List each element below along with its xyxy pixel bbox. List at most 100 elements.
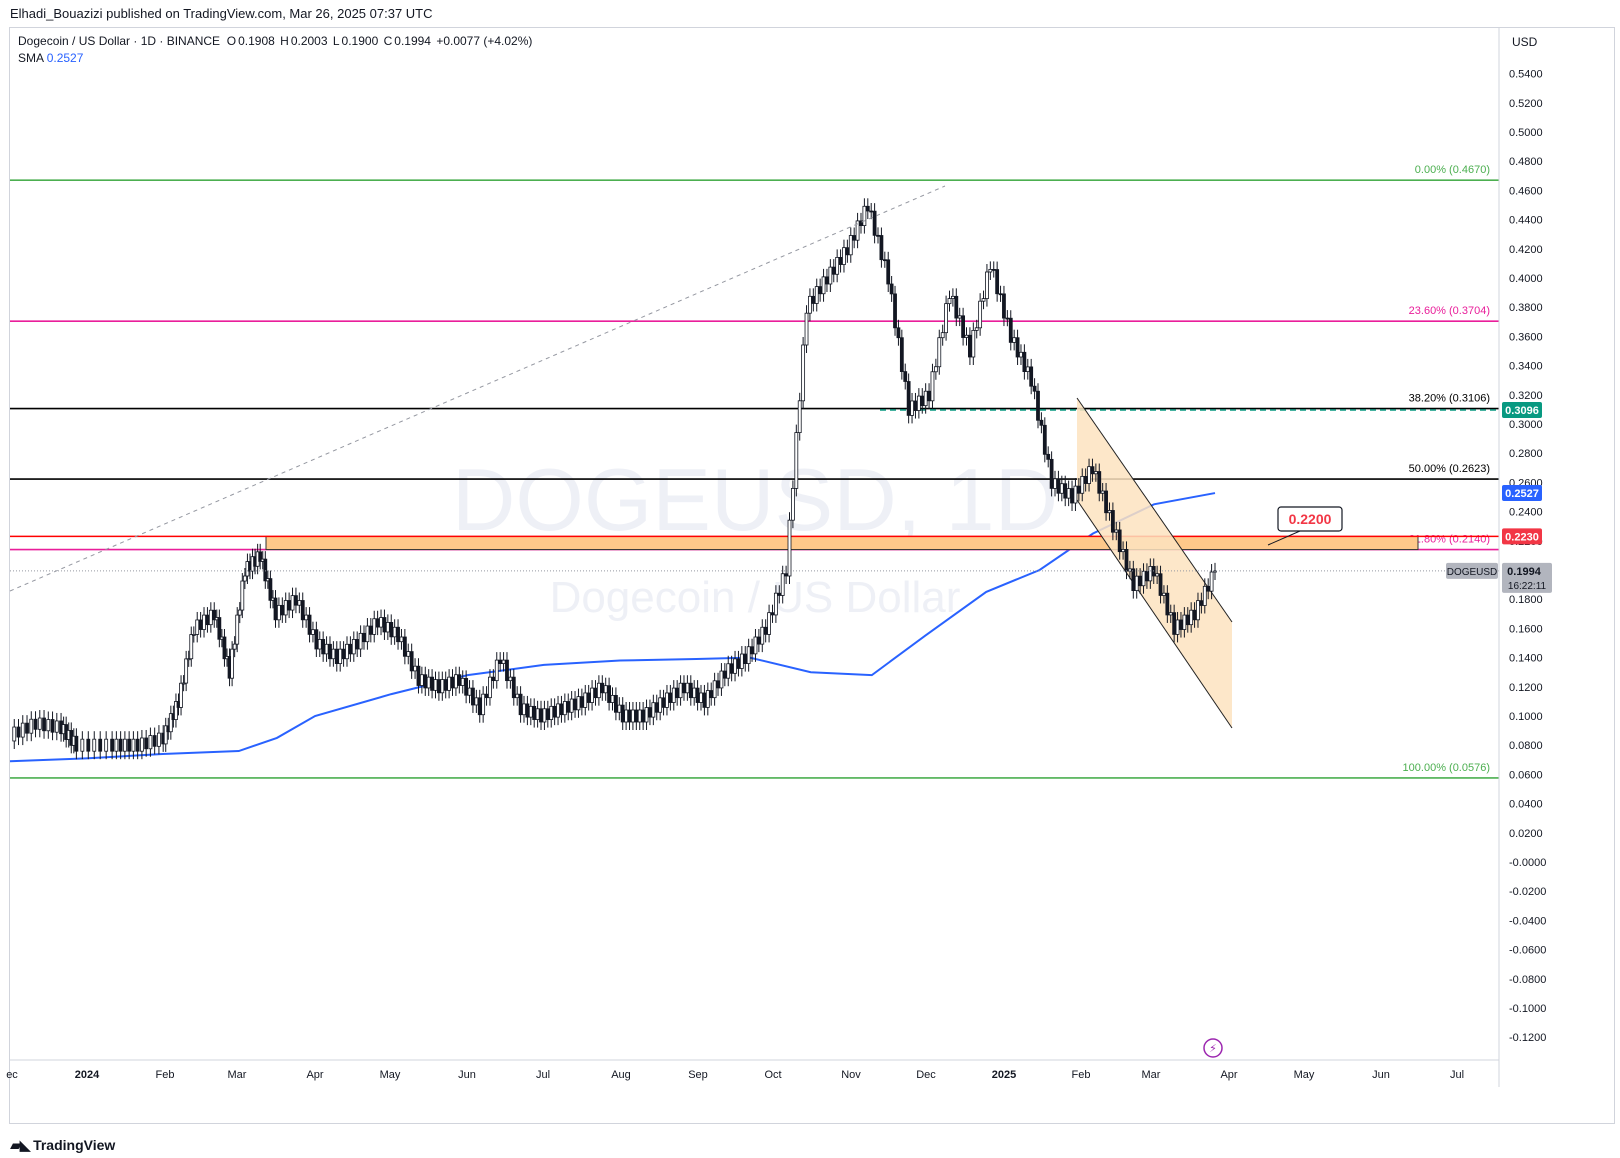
time-tick-label: Sep <box>688 1069 708 1081</box>
price-tick-label: 0.4400 <box>1509 215 1543 227</box>
candle-body <box>559 703 564 716</box>
candle-body <box>971 329 976 358</box>
candle-body <box>263 558 268 582</box>
candle-body <box>181 682 186 685</box>
candle-body <box>1087 466 1091 484</box>
candle-body <box>242 575 247 582</box>
candle-body <box>566 701 571 713</box>
candle-body <box>515 693 520 699</box>
candle-body <box>1015 337 1020 358</box>
candle-body <box>641 709 646 723</box>
candle-body <box>1175 619 1180 635</box>
candle-body <box>1104 490 1108 514</box>
candle-body <box>1039 419 1044 426</box>
candle-body <box>375 618 380 628</box>
candle-body <box>127 738 132 752</box>
candle-body <box>1100 490 1105 494</box>
candle-body <box>746 646 751 665</box>
candle-body <box>230 648 235 679</box>
candle-body <box>848 235 853 256</box>
candle-body <box>12 726 17 742</box>
time-axis[interactable]: ec 2024 Feb Mar Apr May Jun Jul Aug Sep Oct Nov Dec 2… <box>6 1038 1499 1081</box>
candle-body <box>685 682 690 694</box>
candle-body <box>1090 466 1095 475</box>
candle-body <box>50 719 55 733</box>
price-tick-label: -0.0000 <box>1509 857 1546 869</box>
candle-body <box>603 685 608 694</box>
candle-body <box>1185 614 1190 626</box>
candle-body <box>368 625 373 635</box>
candle-body <box>454 674 458 689</box>
candle-body <box>1155 573 1160 577</box>
candle-body <box>433 679 438 691</box>
candle-body <box>886 259 891 285</box>
candle-body <box>1124 549 1129 572</box>
candle-body <box>222 636 227 660</box>
fib-trendline <box>9 185 946 592</box>
candle-body <box>1032 385 1037 392</box>
candle-body <box>46 719 51 732</box>
currency-label[interactable]: USD <box>1512 35 1538 49</box>
price-tick-label: -0.0600 <box>1509 945 1546 957</box>
countdown-text: 16:22:11 <box>1508 581 1547 592</box>
candle-body <box>1022 351 1027 372</box>
candle-body <box>1025 366 1030 372</box>
candle-body <box>532 705 537 720</box>
candle-body <box>1199 600 1204 606</box>
symbol-name[interactable]: Dogecoin / US Dollar · 1D · BINANCE <box>18 34 221 48</box>
candle-body <box>114 738 119 752</box>
candle-body <box>457 674 462 686</box>
candle-body <box>763 626 768 635</box>
candle-body <box>1158 573 1163 596</box>
callout-text: 0.2200 <box>1289 511 1332 527</box>
price-series <box>10 198 1499 760</box>
candle-body <box>80 738 85 752</box>
candle-body <box>610 695 615 703</box>
candle-body <box>950 295 955 300</box>
candle-body <box>304 614 309 621</box>
candle-body <box>889 283 894 295</box>
candle-body <box>1213 570 1217 573</box>
lightning-icon <box>1203 1038 1223 1058</box>
candle-body <box>74 735 79 752</box>
price-tick-label: 0.1800 <box>1509 594 1543 606</box>
candle-body <box>552 705 557 718</box>
candle-body <box>1029 366 1034 387</box>
candle-body <box>964 334 969 338</box>
candle-body <box>801 344 806 402</box>
candle-body <box>481 693 486 716</box>
fib-retracement[interactable]: 0.00% (0.4670) 23.60% (0.3704) 38.20% (0.3… <box>10 164 1499 779</box>
candle-body <box>324 643 329 655</box>
price-callout[interactable]: 0.2200 <box>1267 506 1343 546</box>
candle-body <box>1107 510 1112 514</box>
tradingview-logo[interactable]: ▰◣ TradingView <box>10 1136 115 1154</box>
channel-fill <box>1077 398 1232 728</box>
candle-body <box>1145 570 1149 582</box>
candle-body <box>913 400 918 411</box>
price-tag-text: 0.2527 <box>1505 488 1539 500</box>
candle-body <box>317 639 322 650</box>
price-tag-text: 0.2230 <box>1505 531 1539 543</box>
price-axis[interactable]: 0.5400 0.5200 0.5000 0.4800 0.4600 0.4400 0.42… <box>1498 28 1546 1087</box>
supply-zone[interactable] <box>10 535 1499 551</box>
candle-body <box>872 210 877 236</box>
candle-body <box>174 701 178 720</box>
candle-body <box>593 687 598 699</box>
time-tick-label: Jul <box>1450 1069 1464 1081</box>
candle-body <box>862 205 867 227</box>
price-tick-label: 0.1200 <box>1509 682 1543 694</box>
candle-body <box>426 676 431 689</box>
candle-body <box>416 665 421 686</box>
candle-body <box>852 235 857 241</box>
sma-label[interactable]: SMA <box>18 51 44 65</box>
candle-body <box>144 737 149 750</box>
candle-body <box>712 680 717 699</box>
candle-body <box>702 692 707 708</box>
candle-body <box>808 295 812 314</box>
candle-body <box>658 697 663 713</box>
descending-channel[interactable] <box>1076 397 1233 729</box>
candle-body <box>614 695 618 713</box>
candle-body <box>42 717 46 732</box>
legend-sma-row: SMA 0.2527 <box>18 50 534 67</box>
